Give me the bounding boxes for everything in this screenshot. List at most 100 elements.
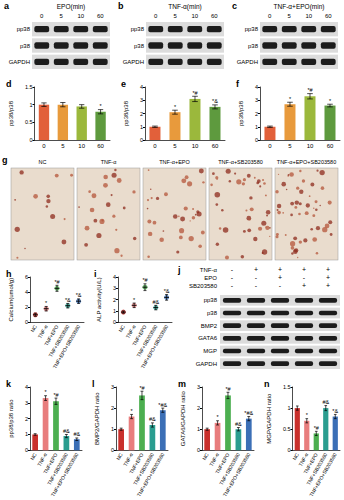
svg-text:pp38/p38 ratio: pp38/p38 ratio	[8, 399, 14, 438]
svg-text:1: 1	[197, 426, 200, 432]
svg-text:0: 0	[268, 13, 272, 19]
svg-text:60: 60	[97, 13, 104, 19]
svg-text:3: 3	[255, 97, 258, 103]
svg-text:*#&: *#&	[158, 402, 167, 408]
svg-text:60: 60	[325, 13, 332, 19]
svg-text:i: i	[94, 269, 97, 279]
svg-text:2: 2	[111, 405, 114, 411]
svg-text:4: 4	[113, 274, 116, 280]
svg-text:*#: *#	[53, 392, 59, 398]
svg-text:*&: *&	[164, 288, 170, 294]
svg-text:10: 10	[191, 13, 198, 19]
svg-text:10: 10	[77, 13, 84, 19]
svg-text:pp38: pp38	[131, 26, 145, 32]
svg-text:*#: *#	[225, 386, 231, 392]
svg-text:0: 0	[255, 137, 258, 143]
svg-text:0.5: 0.5	[25, 119, 33, 125]
svg-text:-: -	[231, 274, 234, 281]
svg-text:0: 0	[153, 143, 157, 149]
svg-text:TNF-α+EPO(min): TNF-α+EPO(min)	[274, 3, 325, 11]
svg-text:TNF-α+EPO: TNF-α+EPO	[159, 159, 190, 165]
svg-text:TNF-α: TNF-α	[101, 159, 118, 165]
svg-text:2: 2	[140, 111, 143, 117]
svg-text:e: e	[121, 79, 126, 89]
svg-text:4: 4	[255, 84, 258, 90]
svg-text:MGP: MGP	[203, 348, 217, 354]
svg-text:*: *	[133, 297, 136, 303]
svg-text:j: j	[177, 265, 181, 275]
svg-text:*&: *&	[212, 98, 218, 104]
svg-text:a: a	[4, 1, 10, 11]
svg-text:TNF-α: TNF-α	[200, 267, 218, 273]
svg-text:TNF+EPO+SB203580: TNF+EPO+SB203580	[139, 324, 169, 370]
svg-text:g: g	[2, 155, 8, 165]
svg-text:*: *	[289, 96, 292, 102]
svg-text:1: 1	[113, 308, 116, 314]
svg-text:0: 0	[25, 319, 28, 325]
svg-text:60: 60	[212, 143, 219, 149]
svg-text:BMP2: BMP2	[201, 323, 218, 329]
svg-text:-: -	[255, 282, 258, 289]
svg-text:1: 1	[29, 102, 32, 108]
svg-text:EPO: EPO	[204, 275, 217, 281]
svg-text:TNF-α+EPO+SB203580: TNF-α+EPO+SB203580	[277, 159, 336, 165]
svg-text:5: 5	[61, 143, 65, 149]
svg-text:60: 60	[211, 13, 218, 19]
svg-text:d: d	[6, 79, 12, 89]
svg-text:+: +	[278, 274, 282, 281]
svg-text:TNF+EPO+SB203580: TNF+EPO+SB203580	[222, 452, 252, 498]
svg-text:0: 0	[40, 13, 44, 19]
svg-text:pp38: pp38	[17, 26, 31, 32]
svg-text:*#: *#	[139, 385, 145, 391]
svg-text:5: 5	[173, 143, 177, 149]
svg-text:2: 2	[113, 297, 116, 303]
svg-text:GAPDH: GAPDH	[237, 59, 258, 65]
svg-text:1: 1	[140, 124, 143, 130]
svg-text:BMP2/GAPDH ratio: BMP2/GAPDH ratio	[94, 392, 100, 445]
svg-text:+: +	[278, 266, 282, 273]
svg-text:0: 0	[197, 447, 200, 453]
svg-text:*#&: *#&	[244, 410, 253, 416]
svg-text:-: -	[255, 274, 258, 281]
svg-text:*#: *#	[314, 425, 320, 431]
svg-text:pp38/p38: pp38/p38	[238, 100, 244, 126]
svg-text:5: 5	[60, 13, 64, 19]
svg-text:#&: #&	[63, 428, 70, 434]
svg-text:ALP activity(U/L): ALP activity(U/L)	[96, 277, 102, 322]
svg-text:+: +	[326, 266, 330, 273]
svg-text:60: 60	[327, 143, 334, 149]
svg-text:10: 10	[192, 143, 199, 149]
svg-text:*: *	[329, 98, 332, 104]
svg-text:h: h	[6, 269, 12, 279]
svg-text:10: 10	[305, 13, 312, 19]
svg-text:0: 0	[287, 447, 290, 453]
svg-text:*: *	[131, 408, 134, 414]
svg-text:1: 1	[255, 124, 258, 130]
svg-text:+: +	[326, 282, 330, 289]
svg-text:TNF+EPO+SB203580: TNF+EPO+SB203580	[50, 452, 80, 498]
svg-text:p38: p38	[134, 43, 145, 49]
svg-text:1: 1	[111, 426, 114, 432]
svg-text:NC: NC	[117, 323, 126, 333]
svg-text:#&: #&	[73, 431, 80, 437]
svg-text:c: c	[232, 1, 237, 11]
svg-text:5: 5	[288, 143, 292, 149]
svg-text:NC: NC	[29, 451, 38, 461]
svg-text:GATA6/GAPDH ratio: GATA6/GAPDH ratio	[180, 390, 186, 446]
svg-text:p38: p38	[207, 310, 218, 316]
svg-text:#&: #&	[235, 421, 242, 427]
svg-text:*: *	[45, 300, 48, 306]
svg-text:1: 1	[287, 405, 290, 411]
svg-text:4: 4	[140, 84, 143, 90]
svg-text:*: *	[174, 104, 177, 110]
svg-text:TNF+EPO+SB203580: TNF+EPO+SB203580	[308, 452, 338, 498]
svg-text:3: 3	[25, 400, 28, 406]
svg-text:*: *	[306, 412, 309, 418]
svg-text:pp38/p38: pp38/p38	[123, 100, 129, 126]
svg-text:TNF+EPO+SB203580: TNF+EPO+SB203580	[51, 324, 81, 370]
svg-text:0: 0	[29, 137, 32, 143]
svg-text:0: 0	[42, 143, 46, 149]
svg-text:-: -	[231, 266, 234, 273]
svg-text:*: *	[99, 103, 102, 109]
svg-text:*#: *#	[307, 87, 313, 93]
